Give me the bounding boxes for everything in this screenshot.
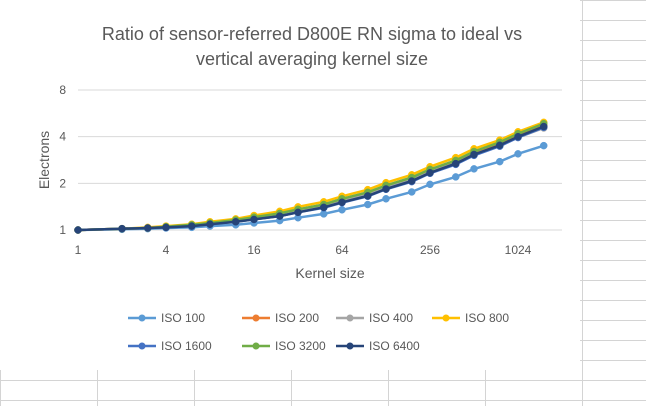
x-tick-label: 1 (75, 243, 82, 257)
data-point (407, 177, 416, 185)
data-point (451, 173, 460, 181)
legend-item[interactable]: ISO 400 (336, 311, 413, 325)
legend-item[interactable]: ISO 1600 (128, 339, 212, 353)
legend-marker (346, 342, 354, 350)
legend-item[interactable]: ISO 800 (432, 311, 509, 325)
legend-label: ISO 400 (369, 311, 413, 325)
data-point (338, 198, 346, 207)
x-tick-label: 256 (420, 243, 440, 257)
legend: ISO 100 ISO 200 ISO 400 ISO 800 ISO 1600 ISO … (128, 311, 509, 353)
data-point (74, 226, 82, 234)
data-point (470, 150, 478, 159)
data-point (539, 141, 548, 150)
legend-label: ISO 800 (465, 311, 509, 325)
y-tick-label: 4 (59, 130, 66, 144)
series-iso-6400 (74, 122, 548, 234)
legend-label: ISO 3200 (275, 339, 326, 353)
data-point (363, 192, 372, 200)
legend-item[interactable]: ISO 3200 (242, 339, 326, 353)
data-point (250, 215, 258, 224)
data-point (294, 208, 302, 217)
legend-marker (346, 314, 354, 322)
chart-title-line-2: vertical averaging kernel size (196, 49, 428, 69)
data-point (495, 141, 504, 150)
data-point (338, 206, 346, 214)
data-point (118, 224, 126, 233)
series-iso-400 (74, 124, 548, 234)
data-point (539, 122, 548, 131)
data-point (451, 159, 460, 168)
data-point (495, 157, 504, 166)
legend-label: ISO 100 (161, 311, 205, 325)
y-tick-labels: 1 2 4 8 (59, 83, 66, 237)
data-point (363, 200, 372, 209)
data-point (187, 222, 196, 230)
legend-label: ISO 200 (275, 311, 319, 325)
x-axis-label: Kernel size (295, 265, 364, 281)
data-point (470, 165, 478, 173)
data-point (275, 212, 284, 220)
data-point (143, 224, 152, 232)
y-tick-label: 2 (59, 176, 66, 190)
series-line (77, 125, 545, 232)
legend-marker (252, 342, 260, 350)
legend-label: ISO 6400 (369, 339, 420, 353)
y-tick-label: 1 (59, 223, 66, 237)
legend-marker (138, 314, 146, 322)
data-point (407, 188, 416, 196)
series-line (77, 124, 545, 232)
legend-item[interactable]: ISO 6400 (336, 339, 420, 353)
x-tick-label: 16 (247, 243, 261, 257)
legend-marker (252, 314, 260, 322)
x-tick-label: 64 (335, 243, 349, 257)
series-line (77, 121, 545, 232)
legend-marker (138, 342, 146, 350)
y-tick-label: 8 (59, 83, 66, 97)
x-tick-labels: 1 4 16 64 256 1024 (75, 243, 532, 257)
data-point (162, 223, 170, 232)
line-chart: Ratio of sensor-referred D800E RN sigma … (36, 24, 562, 353)
data-point (382, 185, 390, 193)
data-point (514, 132, 522, 141)
data-point (206, 220, 214, 228)
legend-item[interactable]: ISO 200 (242, 311, 319, 325)
x-tick-label: 1024 (505, 243, 532, 257)
series-line (77, 122, 545, 232)
series-group (74, 118, 548, 234)
x-tick-label: 4 (163, 243, 170, 257)
data-point (426, 180, 434, 189)
data-point (382, 195, 390, 203)
data-point (514, 150, 522, 158)
data-point (231, 218, 240, 226)
legend-marker (442, 314, 450, 322)
data-point (319, 203, 328, 212)
data-point (426, 169, 434, 177)
legend-item[interactable]: ISO 100 (128, 311, 205, 325)
chart-area[interactable]: Ratio of sensor-referred D800E RN sigma … (0, 0, 580, 370)
legend-label: ISO 1600 (161, 339, 212, 353)
chart-title-line-1: Ratio of sensor-referred D800E RN sigma … (102, 24, 522, 44)
y-axis-label: Electrons (36, 131, 52, 189)
